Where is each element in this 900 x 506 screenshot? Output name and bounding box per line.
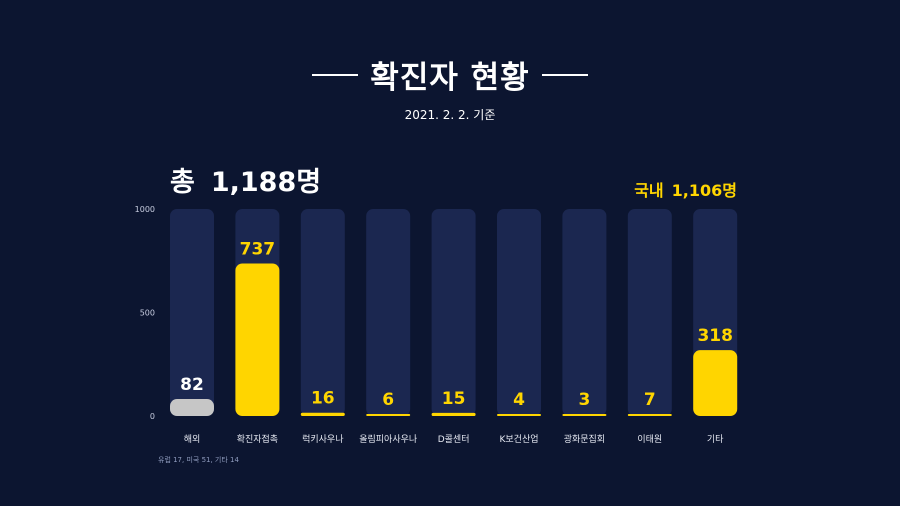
bar (693, 350, 738, 416)
bar-track (170, 209, 214, 416)
bar-track (431, 209, 476, 416)
total-value: 1,188명 (210, 167, 322, 198)
y-tick-label: 0 (150, 412, 155, 421)
bar (497, 414, 541, 416)
title-left-rule (312, 73, 359, 76)
bar (366, 414, 411, 416)
bar (300, 412, 345, 416)
total-summary: 총 1,188명 (170, 160, 337, 199)
domestic-summary: 국내 1,106명 (634, 177, 737, 201)
bar (170, 399, 214, 416)
overseas-footnote: 유럽 17, 미국 51, 기타 14 (158, 456, 239, 464)
category-label: 이태원 (637, 434, 662, 445)
category-label: 광화문집회 (564, 433, 605, 445)
category-label: 확진자접촉 (237, 433, 278, 445)
category-label: K보건산업 (499, 434, 538, 445)
category-label: 올림피아사우나 (359, 433, 417, 445)
total-label: 총 (170, 167, 195, 198)
bar-track (627, 209, 672, 416)
data-label: 4 (513, 390, 525, 410)
data-label: 318 (697, 326, 733, 346)
bar (627, 414, 672, 416)
data-label: 6 (382, 390, 394, 410)
y-tick-label: 500 (140, 309, 155, 318)
title-right-rule (541, 73, 588, 76)
page-title: 확진자 현황 (370, 60, 530, 96)
y-tick-label: 1000 (135, 205, 155, 214)
data-label: 737 (240, 239, 276, 259)
data-label: 82 (180, 375, 204, 395)
category-label: 기타 (707, 434, 724, 445)
bar-track (562, 209, 607, 416)
category-label: D콜센터 (438, 434, 470, 445)
bar (562, 414, 607, 416)
data-label: 16 (311, 389, 335, 409)
data-label: 15 (442, 389, 466, 409)
title-row: 확진자 현황 (0, 52, 900, 97)
domestic-label: 국내 (634, 181, 664, 200)
date-subtitle: 2021. 2. 2. 기준 (404, 108, 496, 122)
data-label: 3 (578, 390, 590, 410)
domestic-value: 1,106명 (671, 181, 737, 200)
bar-track (366, 209, 411, 416)
data-label: 7 (644, 390, 656, 410)
category-label: 해외 (184, 433, 201, 445)
bar-track (497, 209, 541, 416)
bar (431, 412, 476, 416)
category-label: 럭키사우나 (302, 433, 343, 445)
bar-track (300, 209, 345, 416)
bar (235, 263, 280, 416)
